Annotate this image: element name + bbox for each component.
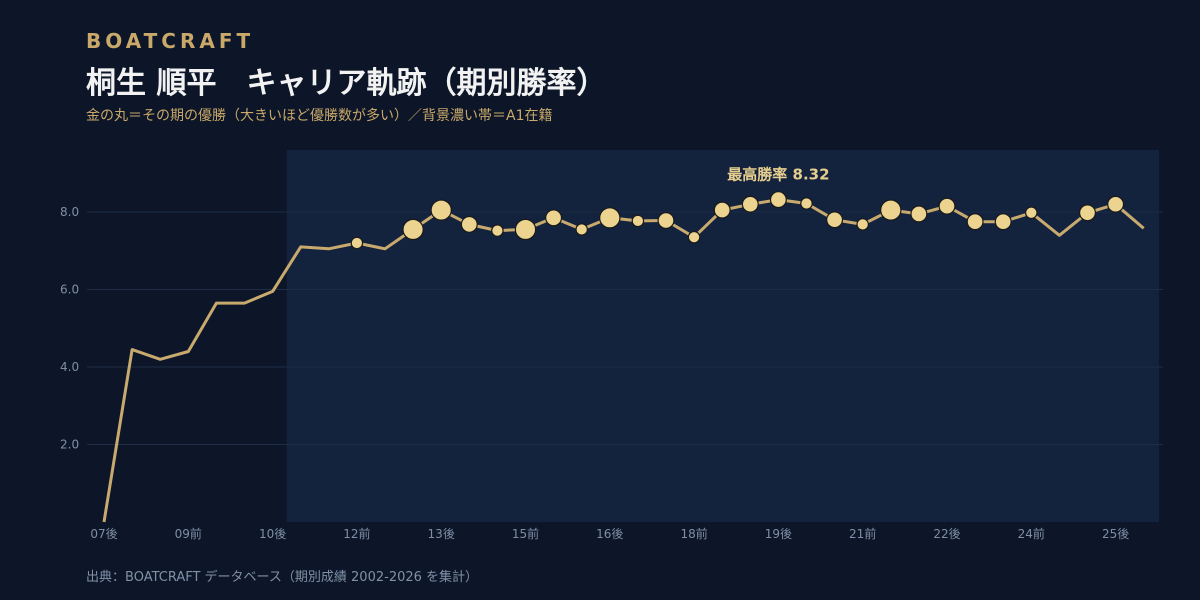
win-marker [402,218,424,241]
win-marker [938,197,956,215]
win-marker [430,199,452,221]
chart-subtitle: 金の丸＝その期の優勝（大きいほど優勝数が多い）／背景濃い帯＝A1在籍 [86,108,553,124]
y-tick-label: 2.0 [60,438,79,452]
win-marker [800,197,813,210]
win-marker [350,236,364,250]
chart-title: 桐生 順平 キャリア軌跡（期別勝率） [86,66,607,101]
y-tick-label: 6.0 [60,283,79,297]
x-tick-label: 13後 [428,527,455,541]
x-tick-label: 22後 [933,527,960,541]
brand-label: BOATCRAFT [86,29,255,53]
win-marker [599,207,621,229]
x-tick-label: 24前 [1018,526,1045,541]
x-tick-label: 16後 [596,527,623,541]
win-marker [826,211,844,229]
win-marker [1107,195,1125,213]
win-marker [514,218,537,241]
source-note: 出典：BOATCRAFT データベース（期別成績 2002-2026 を集計） [86,570,479,585]
x-tick-label: 18前 [680,526,707,541]
x-tick-label: 25後 [1102,527,1129,541]
win-marker [856,218,869,231]
win-marker [713,201,731,219]
x-tick-label: 10後 [259,527,286,541]
grid-lines [87,211,1163,445]
win-markers [350,191,1125,250]
win-marker [631,214,645,228]
win-marker [880,199,902,221]
win-marker [769,191,787,209]
win-marker [545,209,563,227]
win-marker [657,212,675,230]
x-tick-label: 12前 [343,526,370,541]
win-marker [575,223,588,236]
x-axis: 07後 09前 10後 12前 13後 15前 16後 18前 19後 21前 22後 24前 25後 [90,526,1129,541]
win-marker [910,205,928,223]
win-marker [741,195,759,213]
y-axis: 2.0 4.0 6.0 8.0 [60,205,79,452]
y-tick-label: 8.0 [60,205,79,219]
win-marker [994,213,1012,231]
x-tick-label: 15前 [512,526,539,541]
y-tick-label: 4.0 [60,360,79,374]
annotations: 最高勝率 8.32 [727,166,829,184]
x-tick-label: 07後 [90,527,117,541]
win-marker [687,230,701,244]
x-tick-label: 19後 [765,527,792,541]
x-tick-label: 09前 [175,526,202,541]
win-marker [1025,206,1038,220]
win-marker [966,213,984,231]
win-marker [1078,204,1096,222]
x-tick-label: 21前 [849,526,876,541]
win-marker [460,215,478,233]
annotation-label: 最高勝率 8.32 [727,166,829,184]
win-marker [491,224,504,237]
